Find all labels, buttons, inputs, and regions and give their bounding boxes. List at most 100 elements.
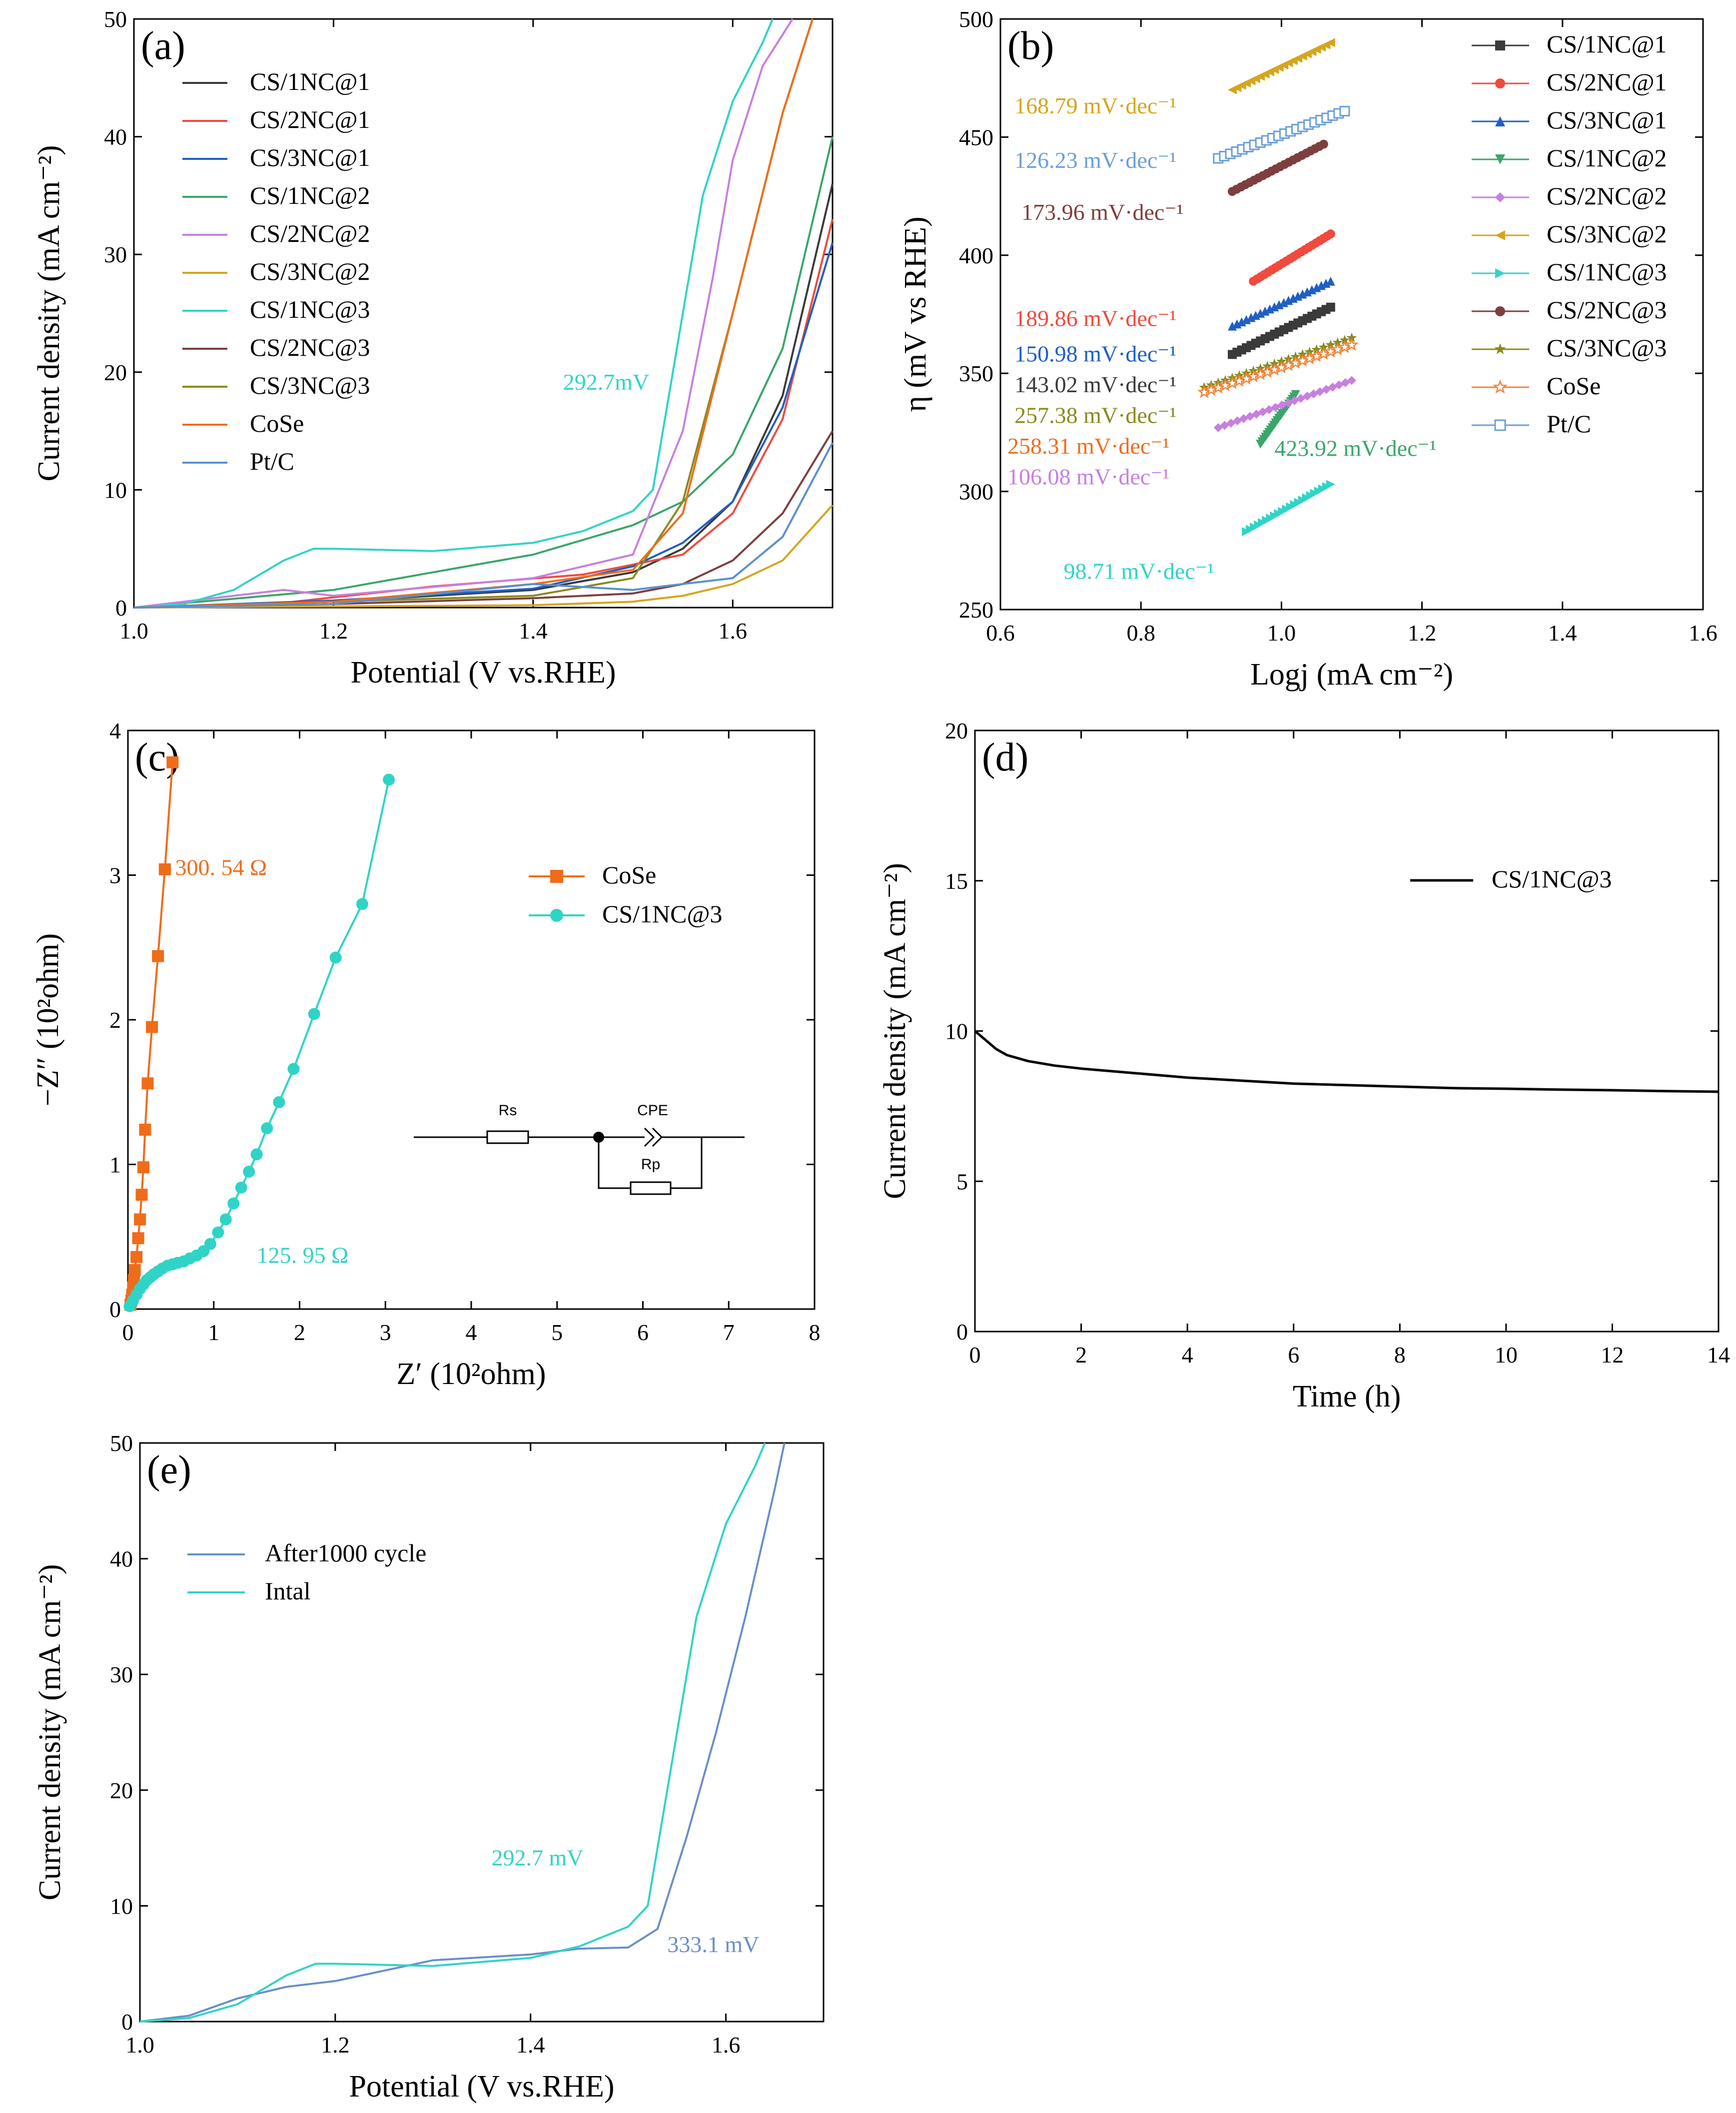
data-point — [152, 950, 164, 962]
legend-label: CS/1NC@3 — [602, 900, 723, 928]
x-tick-label: 7 — [723, 1320, 735, 1345]
panel-label: (d) — [982, 735, 1028, 779]
slope-annotation: 257.38 mV·dec⁻¹ — [1014, 402, 1176, 428]
legend-label: CS/3NC@3 — [250, 371, 370, 399]
series-line — [133, 18, 774, 609]
slope-annotation: 423.92 mV·dec⁻¹ — [1274, 436, 1436, 461]
series-line — [133, 219, 834, 609]
series-line — [133, 242, 834, 609]
legend-label: CS/2NC@2 — [250, 219, 370, 247]
x-tick-label: 3 — [380, 1320, 391, 1345]
legend-label: CS/1NC@1 — [250, 67, 370, 95]
y-tick-label: 30 — [104, 242, 127, 267]
data-point — [166, 756, 179, 768]
y-tick-label: 20 — [104, 360, 127, 385]
x-tick-label: 6 — [637, 1320, 649, 1345]
data-point — [1326, 276, 1335, 286]
data-point — [1325, 339, 1336, 350]
slope-annotation: 258.31 mV·dec⁻¹ — [1007, 433, 1169, 459]
data-point — [146, 1021, 158, 1033]
legend-marker — [550, 909, 563, 922]
panel-b: 0.6 0.8 1.0 1.2 1.4 1.6 250 300 350 400 450 500 Logj… — [898, 6, 1718, 692]
x-tick-label: 0.8 — [1126, 620, 1155, 646]
legend-label: CoSe — [1547, 372, 1601, 400]
annotation: 292.7mV — [563, 369, 650, 395]
y-tick-label: 350 — [959, 361, 993, 386]
y-tick-label: 450 — [959, 124, 993, 150]
series-line — [133, 18, 794, 609]
data-point — [212, 1226, 224, 1239]
x-tick-label: 1.2 — [1408, 620, 1437, 646]
panel-d: 0 2 4 6 8 10 12 14 0 5 10 15 20 Time (h) Current densi… — [878, 718, 1730, 1413]
x-tick-label: 14 — [1707, 1342, 1730, 1368]
y-axis-label: η (mV vs RHE) — [898, 216, 932, 412]
y-tick-label: 500 — [959, 6, 993, 32]
legend-marker — [1495, 116, 1505, 126]
legend-label: CS/3NC@1 — [1547, 106, 1667, 134]
y-axis-label: Current density (mA cm⁻²) — [878, 863, 912, 1199]
x-tick-label: 1.4 — [1548, 620, 1577, 646]
data-point — [132, 1232, 144, 1245]
data-point — [1332, 337, 1343, 347]
x-tick-label: 5 — [551, 1320, 563, 1345]
resistor-rs — [486, 1130, 529, 1144]
legend-marker — [1495, 192, 1505, 202]
x-tick-label: 4 — [466, 1320, 477, 1345]
annotation: 292.7 mV — [492, 1845, 584, 1870]
x-tick-label: 6 — [1288, 1342, 1299, 1368]
legend-marker — [1495, 230, 1505, 240]
legend-marker — [1495, 268, 1505, 278]
y-tick-label: 50 — [110, 1430, 133, 1456]
legend-label: Pt/C — [1547, 410, 1591, 438]
y-axis-label: Current density (mA cm⁻²) — [32, 145, 66, 482]
data-point — [250, 1148, 263, 1161]
legend-label: CS/1NC@2 — [1547, 144, 1667, 172]
y-tick-label: 400 — [959, 243, 993, 268]
x-tick-label: 2 — [294, 1320, 305, 1345]
y-tick-label: 0 — [121, 2009, 133, 2035]
slope-annotation: 106.08 mV·dec⁻¹ — [1007, 464, 1169, 489]
x-axis-label: Z′ (10²ohm) — [396, 1357, 546, 1391]
legend-label: CS/2NC@3 — [250, 333, 370, 361]
x-tick-label: 1.4 — [516, 2032, 545, 2058]
data-point — [1291, 390, 1300, 399]
data-point — [273, 1096, 285, 1109]
y-tick-label: 40 — [104, 124, 127, 150]
data-point — [139, 1124, 151, 1136]
y-tick-label: 30 — [110, 1662, 133, 1687]
data-point — [1326, 229, 1335, 239]
legend-label: CS/2NC@1 — [1547, 68, 1667, 96]
legend-marker — [1494, 419, 1506, 431]
y-axis-label: −Z″ (10²ohm) — [31, 933, 65, 1106]
annotation: 300. 54 Ω — [175, 855, 267, 880]
x-tick-label: 1 — [208, 1320, 219, 1345]
plot-frame — [974, 729, 1720, 1333]
legend-marker — [550, 870, 563, 883]
legend-label: CoSe — [250, 409, 304, 437]
circuit-label-rs: Rs — [499, 1102, 517, 1119]
legend-label: Pt/C — [250, 447, 294, 475]
x-tick-label: 1.0 — [125, 2032, 154, 2058]
legend-label: CS/2NC@1 — [250, 105, 370, 133]
circuit-wire — [671, 1137, 703, 1189]
x-tick-label: 1.6 — [719, 618, 748, 644]
data-point — [356, 898, 368, 910]
panel-a: 1.0 1.2 1.4 1.6 0 10 20 30 40 50 Potential (V vs.R… — [32, 6, 834, 690]
x-tick-label: 12 — [1601, 1342, 1624, 1368]
slope-annotation: 189.86 mV·dec⁻¹ — [1014, 306, 1176, 331]
y-tick-label: 40 — [110, 1546, 133, 1572]
legend-label: CS/1NC@1 — [1547, 30, 1667, 58]
data-point — [287, 1063, 300, 1075]
plot-frame — [139, 1442, 825, 2023]
data-point — [1346, 332, 1357, 342]
slope-annotation: 143.02 mV·dec⁻¹ — [1014, 372, 1176, 397]
y-tick-label: 10 — [945, 1019, 968, 1044]
data-point — [137, 1161, 149, 1174]
data-point — [1347, 376, 1356, 385]
legend-label: CS/3NC@2 — [250, 257, 370, 285]
data-point — [383, 773, 395, 786]
series-line — [133, 430, 834, 609]
legend-marker — [1495, 154, 1505, 164]
legend-label: After1000 cycle — [265, 1539, 426, 1567]
